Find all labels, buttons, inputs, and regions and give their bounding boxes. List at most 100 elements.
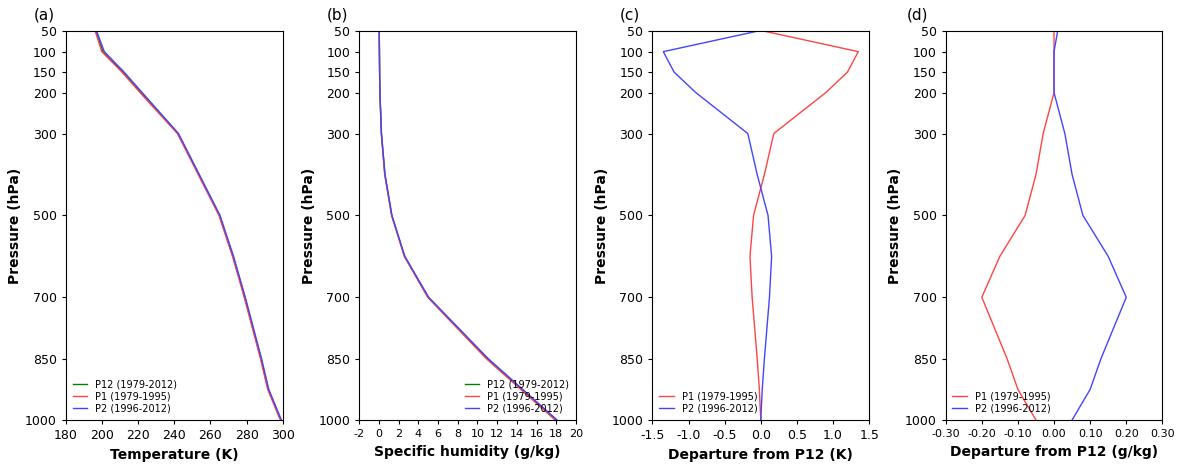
P1 (1979-1995): [212, 212, 226, 218]
Text: (b): (b): [327, 8, 348, 23]
P2 (1996-2012): [374, 131, 388, 136]
P2 (1996-2012): [550, 417, 564, 423]
P1 (1979-1995): [373, 49, 387, 55]
P1 (1979-1995): [752, 386, 767, 392]
P12 (1979-2012): [421, 295, 435, 300]
P1 (1979-1995): [767, 131, 781, 136]
P2 (1996-2012): [397, 253, 412, 259]
P1 (1979-1995): [750, 356, 764, 361]
P12 (1979-2012): [373, 90, 387, 95]
P2 (1996-2012): [754, 417, 768, 423]
P1 (1979-1995): [819, 90, 833, 95]
Legend: P1 (1979-1995), P2 (1996-2012): P1 (1979-1995), P2 (1996-2012): [658, 389, 759, 415]
P1 (1979-1995): [745, 295, 759, 300]
Line: P1 (1979-1995): P1 (1979-1995): [982, 31, 1054, 420]
Line: P2 (1996-2012): P2 (1996-2012): [664, 31, 771, 420]
P12 (1979-2012): [254, 356, 269, 361]
P12 (1979-2012): [226, 253, 240, 259]
Y-axis label: Pressure (hPa): Pressure (hPa): [8, 167, 22, 284]
Text: (c): (c): [620, 8, 640, 23]
P2 (1996-2012): [135, 90, 149, 95]
Line: P1 (1979-1995): P1 (1979-1995): [380, 31, 555, 420]
X-axis label: Specific humidity (g/kg): Specific humidity (g/kg): [374, 445, 561, 459]
P2 (1996-2012): [516, 386, 530, 392]
P12 (1979-2012): [480, 356, 494, 361]
P1 (1979-1995): [373, 90, 387, 95]
P12 (1979-2012): [134, 90, 148, 95]
P12 (1979-2012): [397, 253, 412, 259]
P2 (1996-2012): [762, 295, 776, 300]
P2 (1996-2012): [254, 356, 269, 361]
P1 (1979-1995): [743, 253, 757, 259]
P2 (1996-2012): [1051, 28, 1065, 34]
P1 (1979-1995): [1036, 131, 1051, 136]
P2 (1996-2012): [377, 172, 392, 177]
Line: P2 (1996-2012): P2 (1996-2012): [97, 31, 282, 420]
P2 (1996-2012): [1058, 131, 1072, 136]
P2 (1996-2012): [226, 253, 240, 259]
Legend: P12 (1979-2012), P1 (1979-1995), P2 (1996-2012): P12 (1979-2012), P1 (1979-1995), P2 (199…: [71, 377, 179, 415]
P2 (1996-2012): [238, 295, 252, 300]
Line: P2 (1996-2012): P2 (1996-2012): [1054, 31, 1126, 420]
Line: P2 (1996-2012): P2 (1996-2012): [380, 31, 557, 420]
P1 (1979-1995): [975, 295, 989, 300]
Y-axis label: Pressure (hPa): Pressure (hPa): [595, 167, 609, 284]
P1 (1979-1995): [479, 356, 493, 361]
P1 (1979-1995): [421, 295, 435, 300]
X-axis label: Temperature (K): Temperature (K): [110, 447, 239, 462]
P1 (1979-1995): [513, 386, 528, 392]
P1 (1979-1995): [374, 131, 388, 136]
P2 (1996-2012): [373, 90, 387, 95]
P2 (1996-2012): [741, 131, 755, 136]
P1 (1979-1995): [260, 386, 274, 392]
Text: (d): (d): [906, 8, 929, 23]
P12 (1979-2012): [192, 172, 206, 177]
P1 (1979-1995): [1029, 172, 1043, 177]
P12 (1979-2012): [89, 28, 103, 34]
P2 (1996-2012): [373, 49, 387, 55]
P12 (1979-2012): [238, 295, 252, 300]
P2 (1996-2012): [757, 356, 771, 361]
Text: (a): (a): [33, 8, 54, 23]
P1 (1979-1995): [373, 28, 387, 34]
P2 (1996-2012): [1065, 417, 1079, 423]
P12 (1979-2012): [261, 386, 276, 392]
P1 (1979-1995): [1019, 212, 1033, 218]
P1 (1979-1995): [377, 172, 392, 177]
Y-axis label: Pressure (hPa): Pressure (hPa): [888, 167, 901, 284]
P2 (1996-2012): [750, 172, 764, 177]
P2 (1996-2012): [1119, 295, 1133, 300]
P12 (1979-2012): [116, 69, 130, 75]
P1 (1979-1995): [192, 172, 206, 177]
P1 (1979-1995): [852, 49, 866, 55]
P12 (1979-2012): [213, 212, 227, 218]
P2 (1996-2012): [373, 69, 387, 75]
X-axis label: Departure from P12 (K): Departure from P12 (K): [668, 447, 853, 462]
P12 (1979-2012): [373, 28, 387, 34]
P2 (1996-2012): [172, 131, 186, 136]
P2 (1996-2012): [192, 172, 206, 177]
X-axis label: Departure from P12 (g/kg): Departure from P12 (g/kg): [950, 445, 1158, 459]
P1 (1979-1995): [132, 90, 147, 95]
P2 (1996-2012): [117, 69, 131, 75]
Line: P12 (1979-2012): P12 (1979-2012): [380, 31, 556, 420]
P2 (1996-2012): [1047, 90, 1061, 95]
P12 (1979-2012): [377, 172, 392, 177]
P1 (1979-1995): [1047, 49, 1061, 55]
P12 (1979-2012): [373, 69, 387, 75]
P12 (1979-2012): [96, 49, 110, 55]
P1 (1979-1995): [1010, 386, 1024, 392]
P2 (1996-2012): [1047, 69, 1061, 75]
P2 (1996-2012): [755, 386, 769, 392]
P2 (1996-2012): [657, 49, 671, 55]
P2 (1996-2012): [750, 28, 764, 34]
P2 (1996-2012): [481, 356, 496, 361]
P1 (1979-1995): [993, 253, 1007, 259]
P1 (1979-1995): [1047, 28, 1061, 34]
P12 (1979-2012): [515, 386, 529, 392]
P2 (1996-2012): [761, 212, 775, 218]
P12 (1979-2012): [384, 212, 399, 218]
Line: P1 (1979-1995): P1 (1979-1995): [750, 31, 859, 420]
P1 (1979-1995): [754, 417, 768, 423]
P1 (1979-1995): [226, 253, 240, 259]
